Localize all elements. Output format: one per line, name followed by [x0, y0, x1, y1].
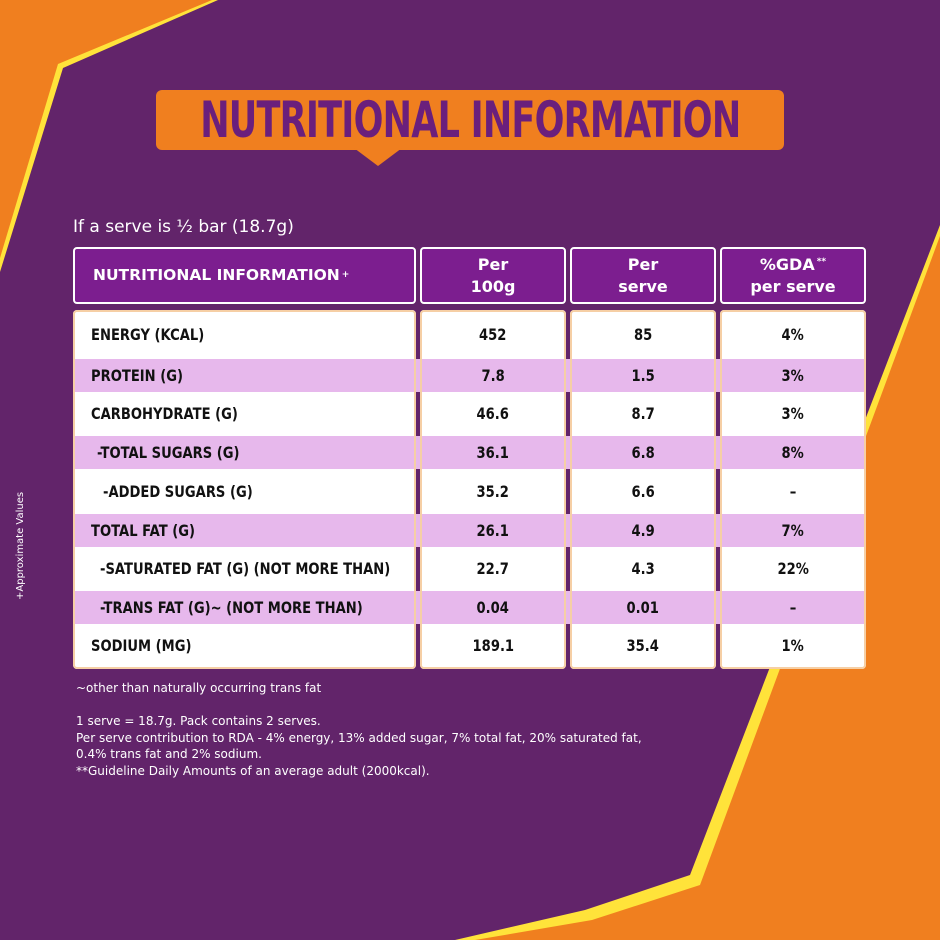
header-per-100g-line2: 100g: [470, 276, 516, 296]
header-nutritional-information: NUTRITIONAL INFORMATION +: [73, 247, 416, 304]
row-gda: –: [789, 598, 797, 617]
table-row: PROTEIN (G) 7.8 1.5 3%: [73, 359, 866, 392]
header-label-mark: +: [341, 270, 350, 281]
table-row: -SATURATED FAT (G) (NOT MORE THAN) 22.7 …: [73, 552, 866, 585]
row-gda: 8%: [781, 443, 805, 462]
header-gda-line1: %GDA: [759, 254, 815, 274]
header-per-100g: Per 100g: [420, 247, 566, 304]
row-label: -SATURATED FAT (G) (NOT MORE THAN): [100, 559, 391, 578]
header-per-serve: Per serve: [570, 247, 716, 304]
gda-footnote: **Guideline Daily Amounts of an average …: [76, 764, 430, 778]
table-row: TOTAL FAT (G) 26.1 4.9 7%: [73, 514, 866, 547]
approximate-values-note: +Approximate Values: [15, 491, 26, 600]
header-gda-line2: per serve: [750, 276, 836, 296]
row-per-serve: 6.8: [631, 443, 655, 462]
row-per-100g: 36.1: [476, 443, 510, 462]
header-gda-mark: **: [816, 256, 827, 267]
row-gda: 1%: [781, 636, 805, 655]
header-per-100g-line1: Per: [477, 254, 509, 274]
row-per-serve: 1.5: [631, 366, 655, 385]
header-per-serve-line1: Per: [627, 254, 659, 274]
row-per-serve: 4.3: [631, 559, 655, 578]
row-per-100g: 26.1: [476, 521, 510, 540]
rda-footnote-line2: 0.4% trans fat and 2% sodium.: [76, 747, 262, 761]
table-row: -TRANS FAT (G)~ (NOT MORE THAN) 0.04 0.0…: [73, 591, 866, 624]
table-row: -ADDED SUGARS (G) 35.2 6.6 –: [73, 475, 866, 508]
row-per-100g: 189.1: [472, 636, 514, 655]
row-label: -TRANS FAT (G)~ (NOT MORE THAN): [100, 598, 363, 617]
row-gda: 22%: [777, 559, 809, 578]
table-row: -TOTAL SUGARS (G) 36.1 6.8 8%: [73, 436, 866, 469]
row-per-serve: 8.7: [631, 404, 655, 423]
row-per-100g: 35.2: [476, 482, 510, 501]
rda-footnote-line1: Per serve contribution to RDA - 4% energ…: [76, 731, 642, 745]
header-gda: %GDA ** per serve: [720, 247, 866, 304]
table-body-background: [73, 310, 866, 669]
row-per-100g: 452: [479, 325, 507, 344]
serve-note: If a serve is ½ bar (18.7g): [73, 217, 294, 237]
row-per-serve: 35.4: [626, 636, 660, 655]
table-row: CARBOHYDRATE (G) 46.6 8.7 3%: [73, 397, 866, 430]
header-per-serve-line2: serve: [618, 276, 668, 296]
bottom-right-orange-corner: [475, 236, 940, 940]
row-per-100g: 46.6: [476, 404, 510, 423]
row-gda: 3%: [781, 404, 805, 423]
row-label: ENERGY (KCAL): [91, 325, 205, 344]
top-left-orange-corner: [0, 0, 212, 258]
row-label: TOTAL FAT (G): [91, 521, 195, 540]
row-per-100g: 22.7: [476, 559, 510, 578]
page-title: NUTRITIONAL INFORMATION: [199, 91, 741, 149]
row-label: -ADDED SUGARS (G): [103, 482, 253, 501]
row-per-serve: 0.01: [626, 598, 660, 617]
row-label: SODIUM (MG): [91, 636, 192, 655]
title-box: NUTRITIONAL INFORMATION: [156, 90, 784, 150]
serve-footnote: 1 serve = 18.7g. Pack contains 2 serves.: [76, 714, 321, 728]
row-per-serve: 85: [633, 325, 653, 344]
row-label: -TOTAL SUGARS (G): [97, 443, 240, 462]
table-row: SODIUM (MG) 189.1 35.4 1%: [73, 629, 866, 662]
title-banner: NUTRITIONAL INFORMATION: [156, 90, 784, 166]
row-gda: –: [789, 482, 797, 501]
table-row: ENERGY (KCAL) 452 85 4%: [73, 318, 866, 351]
title-pointer: [354, 148, 402, 166]
row-label: CARBOHYDRATE (G): [91, 404, 238, 423]
trans-fat-footnote: ~other than naturally occurring trans fa…: [76, 681, 322, 695]
header-label: NUTRITIONAL INFORMATION: [93, 266, 340, 285]
row-per-100g: 0.04: [476, 598, 510, 617]
row-per-serve: 4.9: [631, 521, 655, 540]
row-label: PROTEIN (G): [91, 366, 183, 385]
row-gda: 7%: [781, 521, 805, 540]
row-per-100g: 7.8: [481, 366, 505, 385]
row-gda: 4%: [781, 325, 805, 344]
row-per-serve: 6.6: [631, 482, 655, 501]
row-gda: 3%: [781, 366, 805, 385]
